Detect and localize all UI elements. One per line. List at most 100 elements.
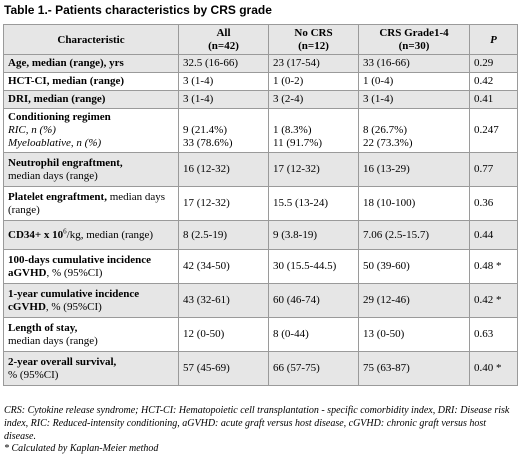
header-no-crs-label: No CRS [294, 27, 333, 39]
cell-crs: 1 (0-4) [358, 72, 470, 91]
table-row-length-of-stay: Length of stay, median days (range) 12 (0… [3, 317, 518, 352]
header-all: All (n=42) [178, 24, 269, 55]
row-label-main-2: cGVHD [8, 300, 46, 313]
cell-crs-mac: 22 (73.3%) [363, 137, 413, 149]
cell-no-crs: 60 (46-74) [268, 283, 359, 318]
row-sublabel-ric: RIC, n (%) [8, 124, 56, 136]
cell-no-crs: 23 (17-54) [268, 54, 359, 73]
table-row-agvhd: 100-days cumulative incidence aGVHD, % (9… [3, 249, 518, 284]
table-row-hct-ci: HCT-CI, median (range) 3 (1-4) 1 (0-2) 1… [3, 72, 518, 91]
cell-all: 12 (0-50) [178, 317, 269, 352]
cell-crs: 3 (1-4) [358, 90, 470, 109]
row-label-detail: , % (95%CI) [46, 266, 103, 279]
cell-no-crs: 30 (15.5-44.5) [268, 249, 359, 284]
table-row-age: Age, median (range), yrs 32.5 (16-66) 23… [3, 54, 518, 73]
table-row-cgvhd: 1-year cumulative incidence cGVHD, % (95%… [3, 283, 518, 318]
table-row-platelet: Platelet engraftment, median days (range… [3, 186, 518, 221]
header-p: P [469, 24, 518, 55]
cell-all: 32.5 (16-66) [178, 54, 269, 73]
cell-p: 0.41 [469, 90, 518, 109]
cell-all: 9 (21.4%) 33 (78.6%) [178, 108, 269, 153]
cell-p: 0.42 [469, 72, 518, 91]
cell-no-crs-mac: 11 (91.7%) [273, 137, 323, 149]
cell-no-crs: 66 (57-75) [268, 351, 359, 386]
table-row-dri: DRI, median (range) 3 (1-4) 3 (2-4) 3 (1… [3, 90, 518, 109]
cell-p: 0.36 [469, 186, 518, 221]
patients-table: Characteristic All (n=42) No CRS (n=12) CR… [3, 24, 518, 386]
row-label-main: 1-year cumulative incidence [8, 287, 140, 300]
cell-all: 8 (2.5-19) [178, 220, 269, 250]
table-row-neutrophil: Neutrophil engraftment, median days (rang… [3, 152, 518, 187]
cell-p: 0.44 [469, 220, 518, 250]
row-label-detail: median days (range) [8, 169, 98, 182]
header-characteristic-label: Characteristic [57, 33, 125, 46]
row-label: HCT-CI, median (range) [3, 72, 179, 91]
table-header-row: Characteristic All (n=42) No CRS (n=12) CR… [3, 24, 518, 55]
cell-all: 43 (32-61) [178, 283, 269, 318]
row-label: Conditioning regimen RIC, n (%) Myeloabl… [3, 108, 179, 153]
cell-no-crs-ric: 1 (8.3%) [273, 124, 312, 136]
cell-all: 3 (1-4) [178, 90, 269, 109]
row-label: Neutrophil engraftment, median days (rang… [3, 152, 179, 187]
row-label-detail: median days (range) [8, 334, 98, 347]
cell-p: 0.63 [469, 317, 518, 352]
table-row-overall-survival: 2-year overall survival,% (95%CI) 57 (45… [3, 351, 518, 386]
cell-p: 0.42 * [469, 283, 518, 318]
row-label: 2-year overall survival,% (95%CI) [3, 351, 179, 386]
cell-all-mac: 33 (78.6%) [183, 137, 233, 149]
cell-crs: 33 (16-66) [358, 54, 470, 73]
header-characteristic: Characteristic [3, 24, 179, 55]
row-label-main: 100-days cumulative incidence [8, 253, 151, 266]
header-all-n: (n=42) [208, 40, 239, 52]
cell-all: 42 (34-50) [178, 249, 269, 284]
cell-crs-ric: 8 (26.7%) [363, 124, 407, 136]
row-label: 100-days cumulative incidence aGVHD, % (9… [3, 249, 179, 284]
kaplan-meier-note: * Calculated by Kaplan-Meier method [4, 443, 159, 454]
row-label-main-2: aGVHD [8, 266, 47, 279]
cell-no-crs: 1 (0-2) [268, 72, 359, 91]
cell-no-crs: 8 (0-44) [268, 317, 359, 352]
cell-all: 57 (45-69) [178, 351, 269, 386]
cell-all: 17 (12-32) [178, 186, 269, 221]
row-label-detail: median days (range) [8, 190, 166, 216]
cell-p: 0.48 * [469, 249, 518, 284]
cell-crs: 29 (12-46) [358, 283, 470, 318]
cell-crs: 16 (13-29) [358, 152, 470, 187]
header-no-crs-n: (n=12) [298, 40, 329, 52]
cell-no-crs: 15.5 (13-24) [268, 186, 359, 221]
cell-crs: 18 (10-100) [358, 186, 470, 221]
cell-p: 0.29 [469, 54, 518, 73]
cell-p: 0.77 [469, 152, 518, 187]
header-crs-grade-n: (n=30) [398, 40, 430, 52]
row-label-main: Platelet engraftment, [8, 190, 107, 203]
cell-all-ric: 9 (21.4%) [183, 124, 227, 136]
row-label-exponent: 6 [63, 226, 67, 235]
row-label-main: Length of stay, [8, 321, 78, 334]
row-label-main: 2-year overall survival, [8, 355, 117, 368]
row-label-main: Neutrophil engraftment, [8, 156, 123, 169]
row-label-main: Conditioning regimen [8, 111, 111, 123]
cell-crs: 13 (0-50) [358, 317, 470, 352]
cell-crs: 7.06 (2.5-15.7) [358, 220, 470, 250]
row-label: Length of stay, median days (range) [3, 317, 179, 352]
header-crs-grade: CRS Grade1-4 (n=30) [358, 24, 470, 55]
table-footnote: CRS: Cytokine release syndrome; HCT-CI: … [4, 405, 510, 442]
cell-p: 0.40 * [469, 351, 518, 386]
table-row-conditioning: Conditioning regimen RIC, n (%) Myeloabl… [3, 108, 518, 153]
row-sublabel-myeloablative: Myeloablative, n (%) [8, 137, 102, 149]
row-label-detail: /kg, median (range) [66, 228, 154, 241]
cell-no-crs: 1 (8.3%) 11 (91.7%) [268, 108, 359, 153]
cell-no-crs: 3 (2-4) [268, 90, 359, 109]
cell-no-crs: 9 (3.8-19) [268, 220, 359, 250]
row-label: 1-year cumulative incidence cGVHD, % (95%… [3, 283, 179, 318]
table-row-cd34: CD34+ x 106/kg, median (range) 8 (2.5-19… [3, 220, 518, 250]
header-no-crs: No CRS (n=12) [268, 24, 359, 55]
row-label-main: CD34+ x 10 [8, 228, 64, 241]
row-label-detail: % (95%CI) [8, 368, 59, 381]
cell-crs: 8 (26.7%) 22 (73.3%) [358, 108, 470, 153]
cell-crs: 75 (63-87) [358, 351, 470, 386]
header-crs-grade-label: CRS Grade1-4 [379, 27, 449, 39]
cell-p: 0.247 [469, 108, 518, 153]
table-title: Table 1.- Patients characteristics by CR… [4, 3, 272, 17]
row-label: CD34+ x 106/kg, median (range) [3, 220, 179, 250]
